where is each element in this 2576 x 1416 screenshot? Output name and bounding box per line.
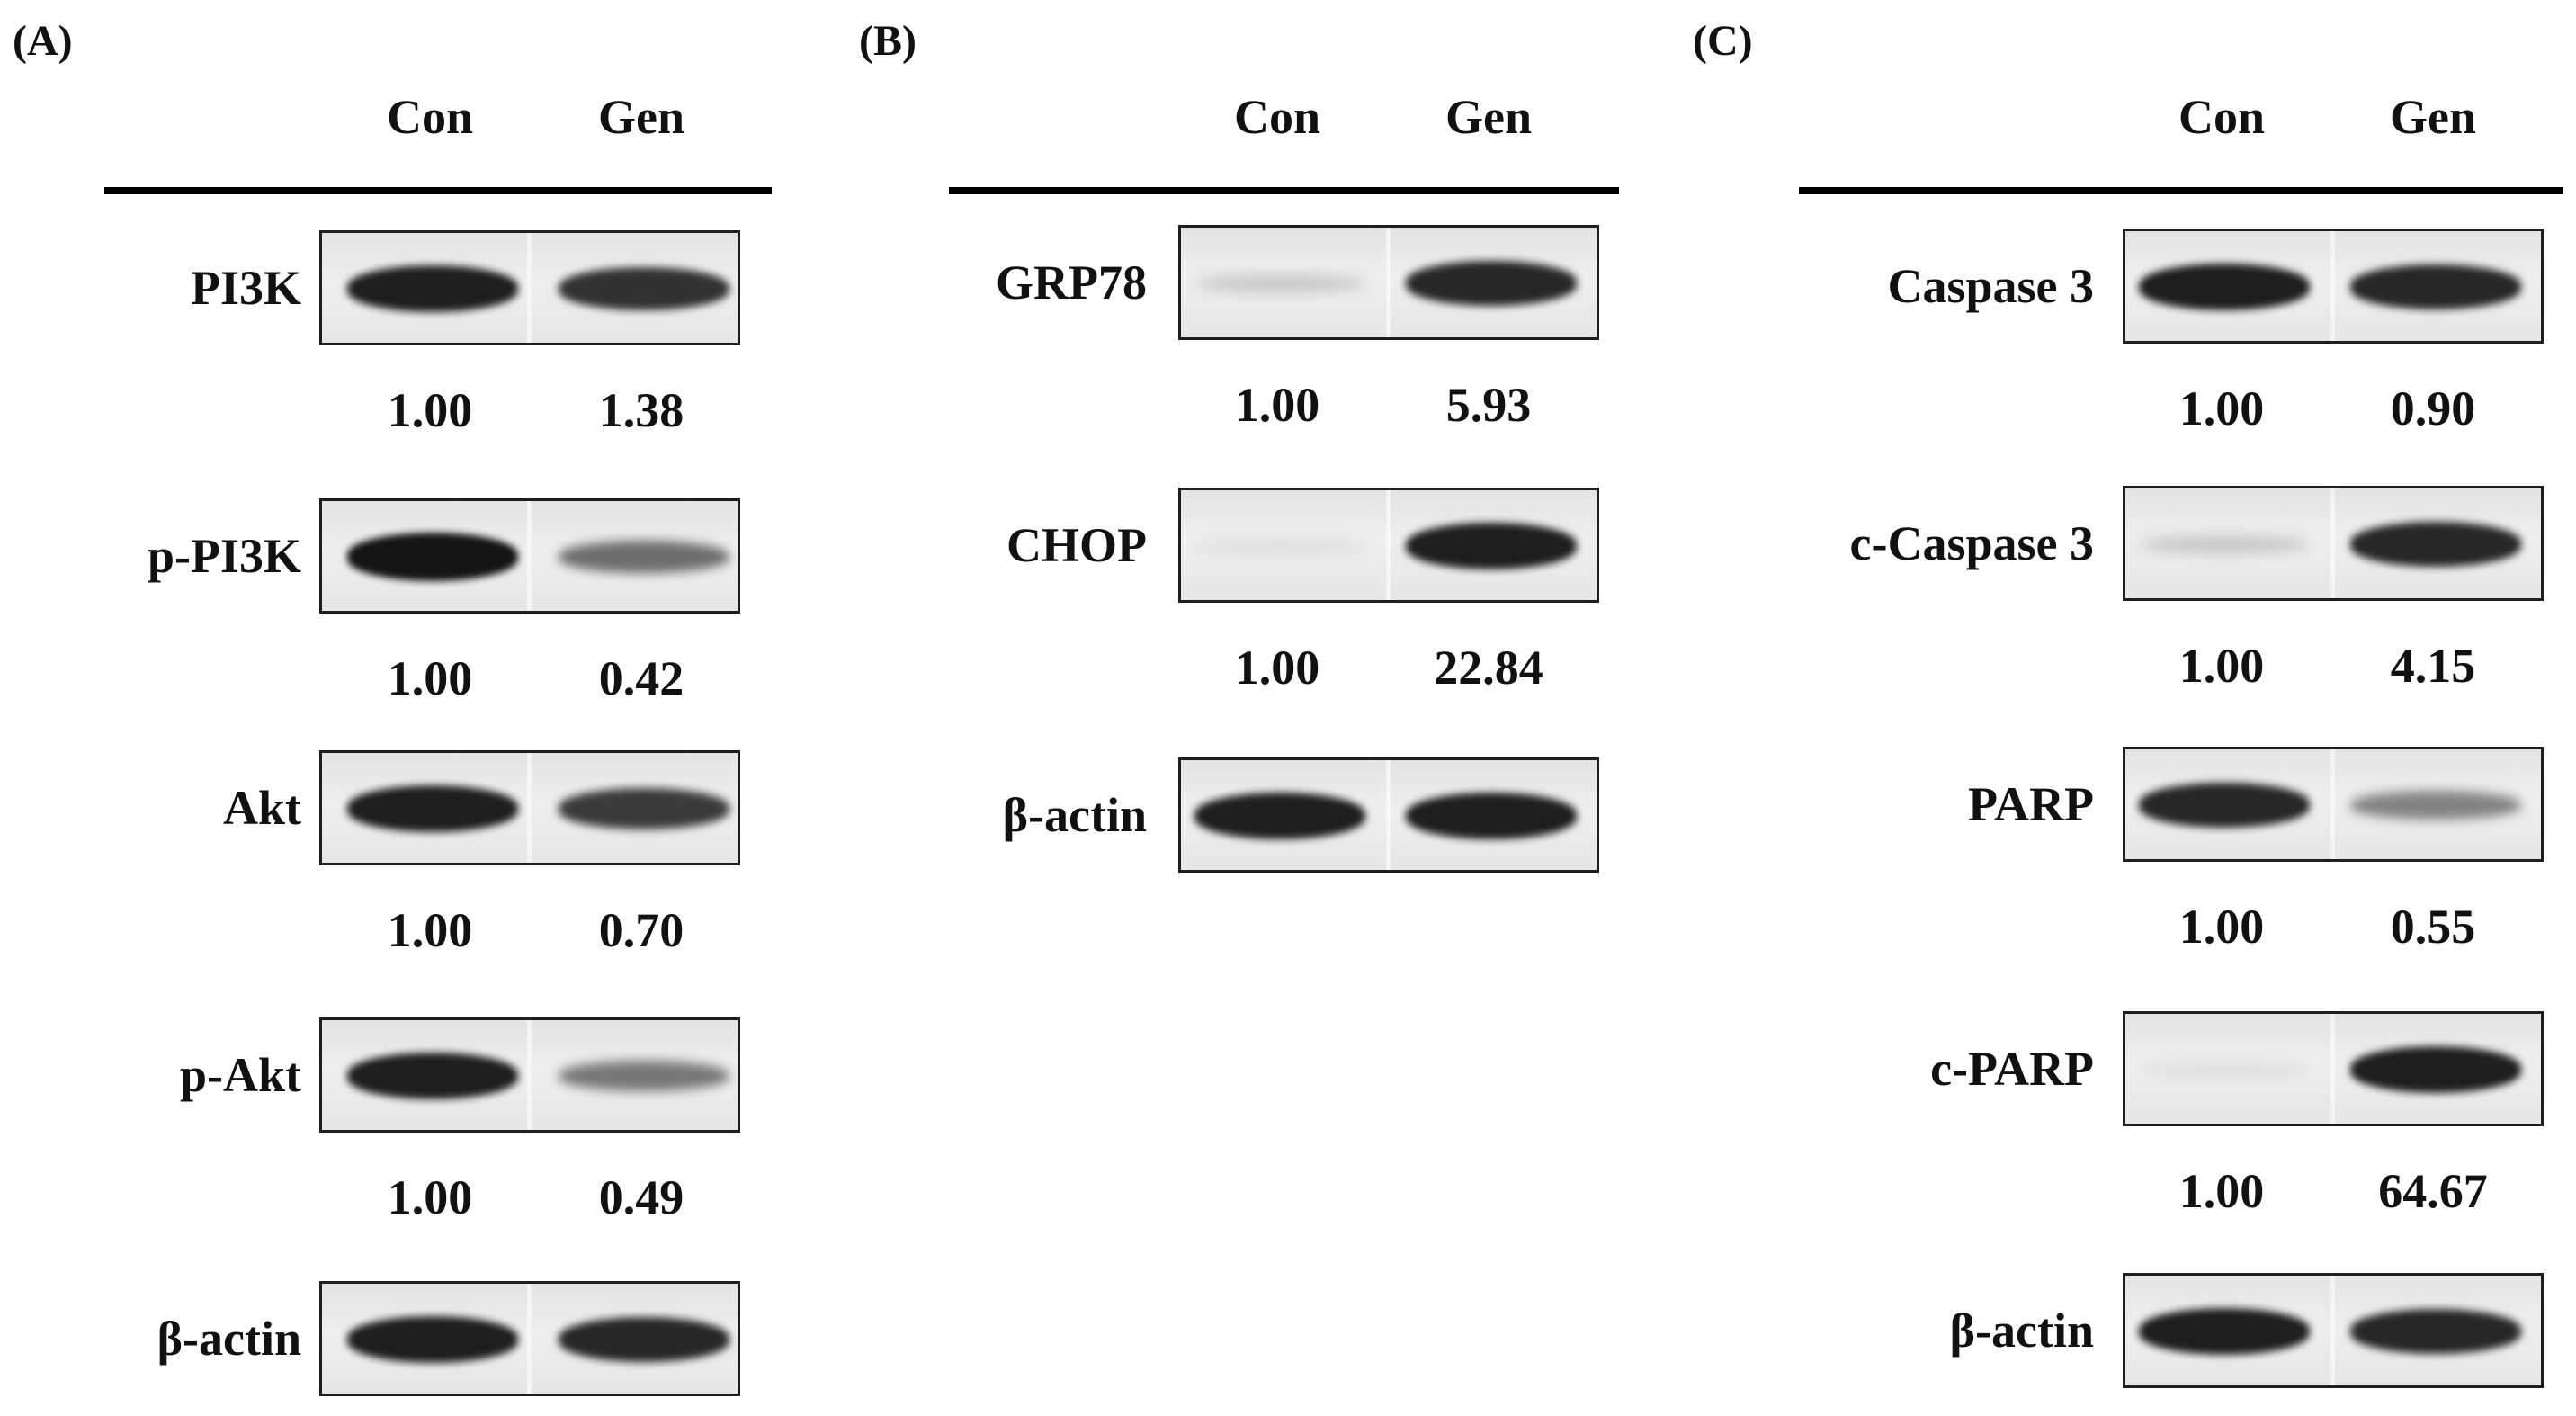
- blot-caspase-3: [2123, 229, 2544, 344]
- band-c-caspase-3-gen: [2350, 522, 2521, 567]
- protein-label-beta-actin: β-actin: [1949, 1304, 2094, 1358]
- protein-label-c-caspase-3: c-Caspase 3: [1849, 516, 2094, 570]
- band-pi3k-con: [347, 265, 518, 312]
- protein-label-chop: CHOP: [1006, 518, 1147, 572]
- lane-header-gen: Gen: [597, 90, 684, 144]
- band-beta-actin-con: [2139, 1308, 2310, 1355]
- band-beta-actin-gen: [2350, 1309, 2521, 1354]
- ratio-p-akt-con: 1.00: [387, 1170, 473, 1224]
- ratio-parp-gen: 0.55: [2390, 900, 2476, 954]
- blot-parp: [2123, 747, 2544, 862]
- blot-beta-actin: [2123, 1273, 2544, 1388]
- blot-beta-actin: [319, 1281, 740, 1396]
- ratio-c-caspase-3-con: 1.00: [2178, 639, 2265, 693]
- band-caspase-3-gen: [2350, 264, 2521, 309]
- ratio-pi3k-gen: 1.38: [598, 383, 684, 437]
- header-rule: [949, 187, 1619, 194]
- ratio-caspase-3-gen: 0.90: [2390, 381, 2476, 435]
- lane-header-con: Con: [1233, 90, 1321, 144]
- protein-label-beta-actin: β-actin: [1002, 788, 1147, 842]
- lane-header-gen: Gen: [1445, 90, 1532, 144]
- ratio-c-parp-gen: 64.67: [2378, 1164, 2488, 1218]
- band-parp-con: [2139, 783, 2310, 828]
- ratio-c-caspase-3-gen: 4.15: [2390, 639, 2476, 693]
- lane-splice-line: [527, 233, 532, 343]
- protein-label-c-parp: c-PARP: [1930, 1042, 2094, 1096]
- protein-label-p-pi3k: p-PI3K: [147, 529, 301, 583]
- lane-splice-line: [527, 501, 532, 611]
- lane-splice-line: [1386, 760, 1391, 870]
- blot-beta-actin: [1178, 757, 1599, 873]
- band-p-pi3k-con: [347, 533, 518, 581]
- lane-splice-line: [527, 1020, 532, 1130]
- panel-letter: (C): [1693, 17, 1753, 65]
- lane-splice-line: [2330, 231, 2335, 341]
- band-grp78-gen: [1406, 261, 1577, 306]
- header-rule: [1799, 187, 2563, 194]
- band-akt-con: [347, 785, 518, 832]
- protein-label-parp: PARP: [1968, 777, 2094, 831]
- ratio-chop-con: 1.00: [1234, 641, 1320, 695]
- lane-splice-line: [2330, 1276, 2335, 1385]
- blot-p-pi3k: [319, 498, 740, 614]
- band-grp78-con: [1194, 274, 1365, 292]
- band-p-pi3k-gen: [559, 541, 729, 573]
- blot-akt: [319, 750, 740, 865]
- band-chop-gen: [1406, 523, 1577, 569]
- protein-label-caspase-3: Caspase 3: [1887, 259, 2094, 313]
- band-c-caspase-3-con: [2139, 535, 2310, 553]
- band-p-akt-gen: [559, 1061, 729, 1091]
- lane-header-con: Con: [2178, 90, 2266, 144]
- band-beta-actin-gen: [1406, 793, 1577, 839]
- protein-label-pi3k: PI3K: [190, 261, 301, 315]
- lane-header-gen: Gen: [2389, 90, 2476, 144]
- band-beta-actin-con: [1194, 793, 1365, 839]
- band-beta-actin-con: [347, 1316, 518, 1363]
- ratio-akt-con: 1.00: [387, 903, 473, 957]
- ratio-pi3k-con: 1.00: [387, 383, 473, 437]
- blot-grp78: [1178, 225, 1599, 340]
- blot-c-caspase-3: [2123, 486, 2544, 601]
- band-p-akt-con: [347, 1053, 518, 1099]
- panel-letter: (B): [859, 17, 917, 65]
- panel-letter: (A): [13, 17, 73, 65]
- lane-header-con: Con: [386, 90, 474, 144]
- ratio-akt-gen: 0.70: [598, 903, 684, 957]
- ratio-grp78-con: 1.00: [1234, 378, 1320, 432]
- ratio-chop-gen: 22.84: [1434, 641, 1543, 695]
- protein-label-grp78: GRP78: [996, 255, 1147, 309]
- ratio-p-akt-gen: 0.49: [598, 1170, 684, 1224]
- ratio-p-pi3k-con: 1.00: [387, 651, 473, 705]
- band-akt-gen: [559, 788, 729, 829]
- band-parp-gen: [2350, 791, 2521, 820]
- ratio-p-pi3k-gen: 0.42: [598, 651, 684, 705]
- band-chop-con: [1194, 540, 1365, 552]
- band-c-parp-con: [2139, 1063, 2310, 1076]
- blot-chop: [1178, 488, 1599, 603]
- lane-splice-line: [527, 753, 532, 863]
- protein-label-p-akt: p-Akt: [179, 1048, 301, 1102]
- header-rule: [104, 187, 772, 194]
- blot-p-akt: [319, 1017, 740, 1133]
- band-pi3k-gen: [559, 267, 729, 310]
- band-beta-actin-gen: [559, 1317, 729, 1362]
- lane-splice-line: [1386, 490, 1391, 600]
- ratio-parp-con: 1.00: [2178, 900, 2265, 954]
- ratio-c-parp-con: 1.00: [2178, 1164, 2265, 1218]
- blot-pi3k: [319, 230, 740, 345]
- ratio-grp78-gen: 5.93: [1445, 378, 1532, 432]
- band-caspase-3-con: [2139, 264, 2310, 310]
- band-c-parp-gen: [2350, 1046, 2521, 1093]
- lane-splice-line: [2330, 1014, 2335, 1124]
- protein-label-beta-actin: β-actin: [157, 1312, 301, 1366]
- protein-label-akt: Akt: [222, 781, 301, 835]
- blot-c-parp: [2123, 1011, 2544, 1126]
- lane-splice-line: [1386, 228, 1391, 337]
- lane-splice-line: [2330, 488, 2335, 598]
- lane-splice-line: [2330, 749, 2335, 859]
- ratio-caspase-3-con: 1.00: [2178, 381, 2265, 435]
- lane-splice-line: [527, 1284, 532, 1394]
